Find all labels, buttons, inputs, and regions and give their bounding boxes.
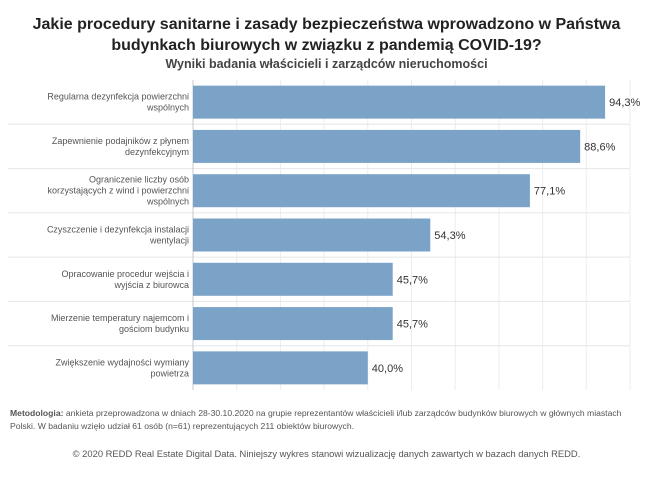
bar bbox=[193, 307, 393, 341]
data-label: 94,3% bbox=[609, 97, 640, 109]
chart-subtitle: Wyniki badania właścicieli i zarządców n… bbox=[165, 57, 488, 71]
chart-title-line-1: Jakie procedury sanitarne i zasady bezpi… bbox=[32, 16, 621, 33]
category-label-line: gościom budynku bbox=[119, 324, 189, 334]
category-label-line: Regularna dezynfekcja powierzchni bbox=[47, 92, 189, 102]
category-label-line: powietrza bbox=[150, 368, 189, 378]
category-label-line: Ograniczenie liczby osób bbox=[89, 175, 189, 185]
category-label: Mierzenie temperatury najemcom i gościom … bbox=[51, 313, 189, 334]
category-label-line: Mierzenie temperatury najemcom i bbox=[51, 313, 189, 323]
category-label-line: wspólnych bbox=[146, 197, 189, 207]
category-label-line: wyjścia z biurowca bbox=[113, 280, 189, 290]
category-label-line: Zwiększenie wydajności wymiany bbox=[55, 357, 189, 367]
chart-title: Jakie procedury sanitarne i zasady bezpi… bbox=[0, 14, 653, 56]
methodology-note: Metodologia: ankieta przeprowadzona w dn… bbox=[10, 407, 630, 433]
category-label-line: Zapewnienie podajników z płynem bbox=[52, 136, 189, 146]
methodology-text: ankieta przeprowadzona w dniach 28-30.10… bbox=[10, 408, 622, 431]
category-label: Czyszczenie i dezynfekcja instalacji went… bbox=[47, 225, 189, 246]
category-label-line: korzystających z wind i powierzchni bbox=[47, 186, 189, 196]
data-label: 77,1% bbox=[534, 186, 565, 198]
category-label: Zwiększenie wydajności wymiany powietrza bbox=[55, 357, 189, 378]
category-label: Regularna dezynfekcja powierzchni wspólny… bbox=[47, 92, 189, 113]
bar bbox=[193, 174, 530, 208]
data-label: 40,0% bbox=[372, 363, 403, 375]
bar-chart: 94,3%Regularna dezynfekcja powierzchni ws… bbox=[8, 80, 641, 390]
data-label: 45,7% bbox=[397, 274, 428, 286]
bar bbox=[193, 129, 581, 163]
category-label: Opracowanie procedur wejścia i wyjścia z … bbox=[61, 269, 189, 290]
data-label: 54,3% bbox=[434, 230, 465, 242]
category-label: Ograniczenie liczby osób korzystających z… bbox=[47, 175, 189, 207]
category-label-line: Opracowanie procedur wejścia i bbox=[61, 269, 189, 279]
bar bbox=[193, 351, 368, 385]
category-label-line: dezynfekcyjnym bbox=[125, 147, 189, 157]
copyright-note: © 2020 REDD Real Estate Digital Data. Ni… bbox=[72, 448, 581, 459]
category-label-line: wspólnych bbox=[146, 103, 189, 113]
methodology-label: Metodologia: bbox=[10, 408, 64, 418]
chart-title-line-2: budynkach biurowych w związku z pandemią… bbox=[111, 37, 542, 54]
data-label: 88,6% bbox=[584, 141, 615, 153]
category-label-line: wentylacji bbox=[149, 236, 189, 246]
bar bbox=[193, 218, 431, 252]
bar bbox=[193, 262, 393, 296]
category-label-line: Czyszczenie i dezynfekcja instalacji bbox=[47, 225, 189, 235]
bar bbox=[193, 85, 606, 119]
data-label: 45,7% bbox=[397, 319, 428, 331]
category-label: Zapewnienie podajników z płynem dezynfekc… bbox=[52, 136, 189, 157]
